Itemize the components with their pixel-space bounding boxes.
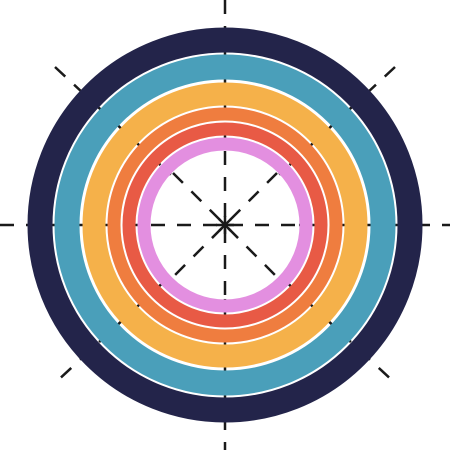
center-mark xyxy=(216,216,234,234)
pink-ring xyxy=(137,137,313,313)
center-stroke xyxy=(218,218,232,232)
yellow-ring xyxy=(82,82,368,368)
outer-ring xyxy=(27,27,423,423)
red-ring xyxy=(122,122,328,328)
orange-ring xyxy=(107,107,343,343)
teal-ring xyxy=(54,54,396,396)
